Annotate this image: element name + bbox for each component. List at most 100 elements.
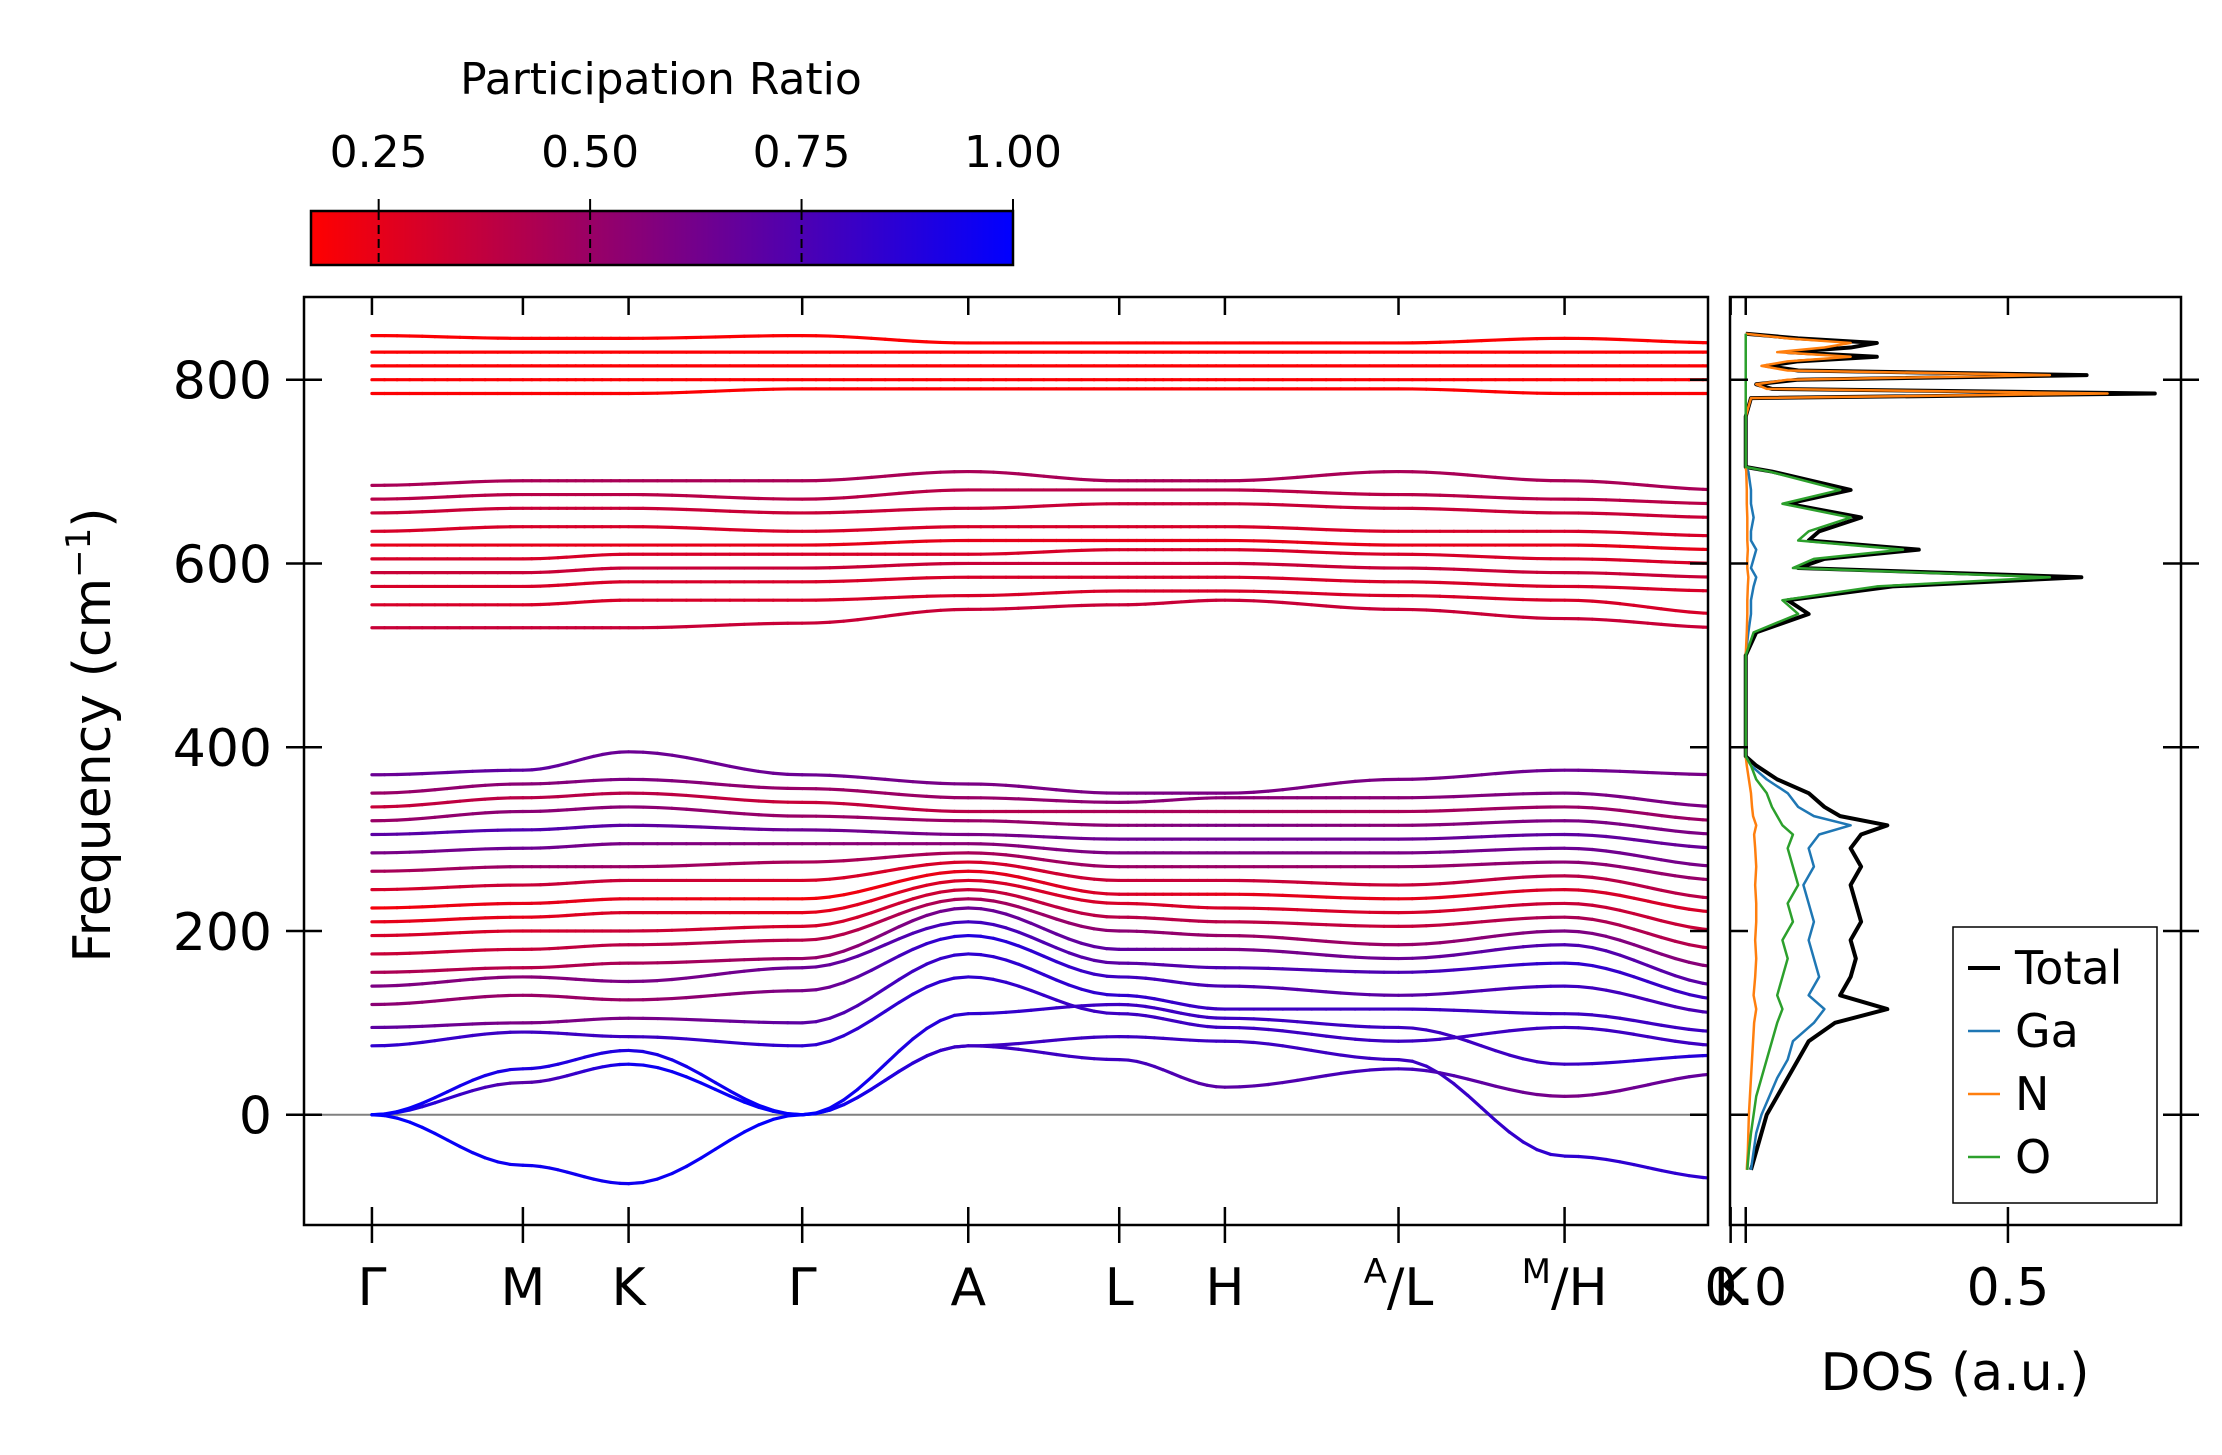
band-line-segment: [1324, 909, 1343, 914]
band-line-segment: [1521, 1026, 1539, 1032]
band-line-segment: [952, 975, 970, 980]
band-line-segment: [1237, 790, 1256, 795]
band-line-segment: [1717, 967, 1731, 968]
band-line-segment: [1479, 474, 1497, 479]
band-line-segment: [938, 608, 957, 612]
band-line-segment: [1438, 908, 1456, 913]
band-line-segment: [952, 906, 970, 911]
band-line-segment: [1016, 1008, 1033, 1013]
band-line-segment: [1324, 939, 1343, 945]
legend-label-o: O: [2015, 1130, 2051, 1184]
band-line-segment: [1479, 495, 1497, 500]
band-line-segment: [395, 817, 412, 822]
band-line-segment: [1618, 908, 1636, 916]
band-line-segment: [1054, 893, 1071, 900]
band-line-segment: [1466, 920, 1484, 925]
band-line-segment: [1632, 796, 1650, 802]
band-line-segment: [1479, 987, 1497, 993]
band-line-segment: [728, 783, 746, 788]
band-line-segment: [1324, 1051, 1343, 1057]
band-line-segment: [1590, 875, 1608, 881]
band-line-segment: [728, 527, 746, 532]
band-line-segment: [855, 887, 873, 894]
band-line-segment: [1618, 795, 1636, 800]
band-line-segment: [1507, 889, 1525, 894]
band-line-segment: [1237, 1039, 1256, 1045]
band-line-segment: [1479, 807, 1497, 811]
band-line-segment: [1479, 389, 1497, 394]
band-line-segment: [458, 1089, 475, 1097]
band-line-segment: [1004, 471, 1021, 476]
band-line-segment: [1016, 820, 1033, 825]
band-line-segment: [1310, 1021, 1328, 1026]
band-line-segment: [979, 851, 996, 856]
band-line-segment: [1590, 1013, 1608, 1018]
phonon-branch: [370, 1002, 1708, 1117]
band-line-segment: [670, 806, 689, 811]
band-line-segment: [1576, 888, 1594, 893]
band-line-segment: [814, 963, 832, 969]
band-line-segment: [483, 1156, 500, 1164]
band-line-segment: [1016, 984, 1033, 993]
band-line-segment: [897, 865, 915, 871]
band-line-segment: [842, 495, 860, 500]
band-line-segment: [433, 1090, 450, 1100]
band-line-segment: [1410, 942, 1428, 947]
band-line-segment: [1493, 1010, 1511, 1015]
band-line-segment: [1590, 903, 1608, 910]
band-line-segment: [1410, 1059, 1428, 1068]
band-line-segment: [869, 869, 887, 876]
band-line-segment: [1281, 576, 1299, 581]
band-line-segment: [897, 853, 915, 858]
band-line-segment: [925, 899, 943, 907]
band-line-segment: [897, 338, 915, 343]
band-line-segment: [470, 1032, 487, 1038]
band-line-segment: [1687, 992, 1705, 1000]
band-line-segment: [1632, 994, 1650, 1002]
band-line-segment: [1466, 862, 1484, 867]
band-line-segment: [1479, 905, 1497, 910]
band-line-segment: [1042, 954, 1058, 964]
band-line-segment: [1353, 470, 1372, 475]
band-line-segment: [991, 852, 1008, 857]
band-line-segment: [1281, 1044, 1299, 1050]
band-line-segment: [757, 813, 775, 818]
band-line-segment: [1632, 545, 1650, 549]
band-line-segment: [1452, 863, 1470, 868]
band-line-segment: [699, 959, 717, 964]
band-line-segment: [713, 958, 732, 963]
phonon-branch: [370, 842, 1708, 868]
band-line-segment: [1105, 928, 1121, 933]
band-line-segment: [869, 596, 887, 601]
band-line-segment: [979, 870, 996, 875]
band-line-segment: [952, 888, 970, 892]
band-line-segment: [1659, 872, 1677, 878]
band-line-segment: [1590, 792, 1608, 797]
band-line-segment: [1438, 775, 1456, 780]
band-line-segment: [1295, 880, 1314, 885]
band-line-segment: [1452, 388, 1470, 393]
band-line-segment: [699, 825, 717, 830]
band-line-segment: [828, 1011, 846, 1020]
band-line-segment: [897, 595, 915, 599]
band-line-segment: [1604, 618, 1622, 623]
band-line-segment: [911, 985, 929, 996]
band-line-segment: [855, 872, 873, 878]
band-line-segment: [1701, 1175, 1708, 1180]
band-line-segment: [699, 623, 717, 628]
band-line-segment: [684, 780, 703, 785]
band-line-segment: [1004, 853, 1021, 858]
band-line-segment: [855, 578, 873, 583]
band-line-segment: [655, 1171, 674, 1181]
band-line-segment: [979, 953, 996, 959]
band-line-segment: [1252, 789, 1270, 794]
phonon-branch: [370, 538, 1708, 552]
band-line-segment: [1067, 896, 1084, 902]
band-line-segment: [1042, 549, 1058, 554]
band-line-segment: [842, 954, 860, 963]
band-line-segment: [408, 1105, 424, 1112]
band-line-segment: [883, 1069, 901, 1082]
band-line-segment: [1042, 503, 1058, 508]
band-line-segment: [757, 769, 775, 775]
band-line-segment: [1673, 974, 1691, 982]
